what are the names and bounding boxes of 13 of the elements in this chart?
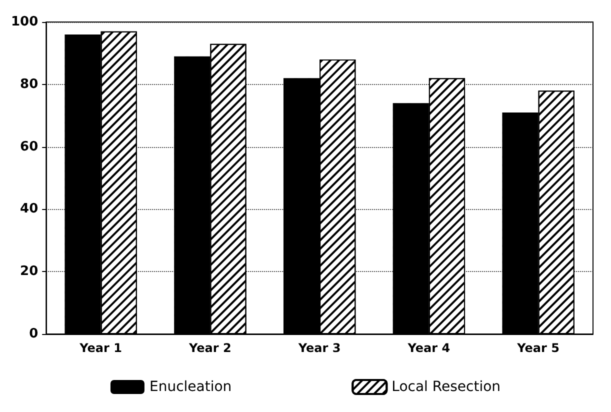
y-tick-label: 40: [20, 202, 38, 217]
y-tick-label: 20: [20, 264, 38, 280]
x-tick-label: Year 5: [516, 341, 560, 355]
legend-label: Local Resection: [392, 379, 501, 395]
x-tick-label: Year 2: [188, 341, 232, 355]
y-tick-label: 0: [29, 326, 38, 342]
legend-label: Enucleation: [149, 379, 232, 395]
y-tick-label: 80: [20, 76, 38, 92]
x-tick-label: Year 4: [406, 341, 450, 355]
y-tick-label: 100: [10, 14, 38, 30]
x-tick-label: Year 3: [297, 341, 341, 355]
x-tick-label: Year 1: [78, 341, 122, 355]
y-tick-label: 60: [20, 139, 38, 154]
